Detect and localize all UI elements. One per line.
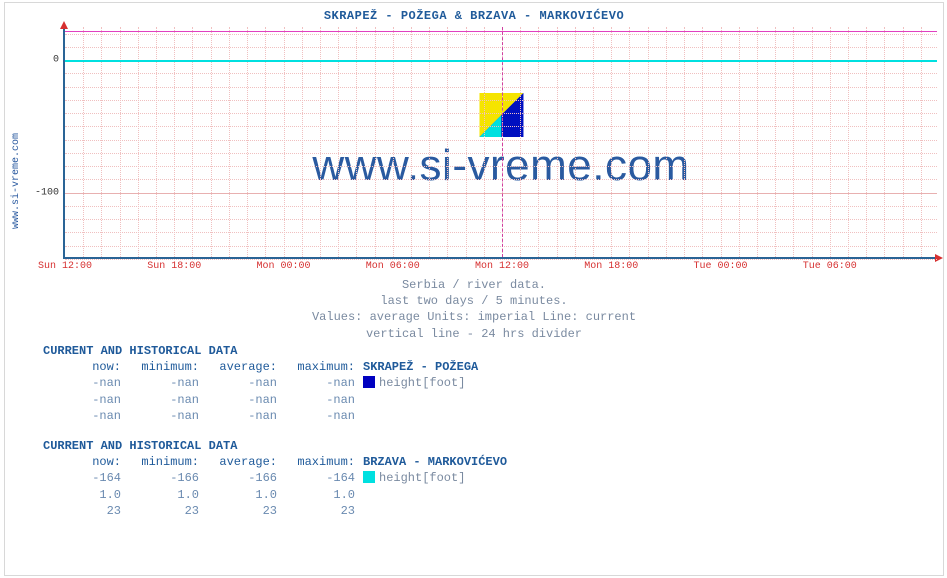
table-col-minimum: minimum: bbox=[121, 454, 199, 470]
y-tick-label: 0 bbox=[53, 55, 59, 66]
table-col-now: now: bbox=[43, 454, 121, 470]
data-tables: CURRENT AND HISTORICAL DATAnow:minimum:a… bbox=[43, 343, 507, 533]
table-cell: -166 bbox=[199, 470, 277, 486]
plot-area: www.si-vreme.com 0-100Sun 12:00Sun 18:00… bbox=[63, 27, 937, 259]
table-cell: -nan bbox=[277, 408, 355, 424]
table-cell: -164 bbox=[277, 470, 355, 486]
chart-caption: Serbia / river data. last two days / 5 m… bbox=[5, 277, 943, 342]
table-cell: -nan bbox=[121, 375, 199, 391]
station-name: BRZAVA - MARKOVIĆEVO bbox=[363, 454, 507, 470]
x-tick-label: Tue 00:00 bbox=[693, 261, 747, 272]
table-cell: 23 bbox=[121, 503, 199, 519]
table-cell: -nan bbox=[199, 392, 277, 408]
table-cell: 23 bbox=[199, 503, 277, 519]
station-name: SKRAPEŽ - POŽEGA bbox=[363, 359, 478, 375]
table-cell: -nan bbox=[43, 375, 121, 391]
grid-h bbox=[65, 73, 937, 74]
table-group: CURRENT AND HISTORICAL DATAnow:minimum:a… bbox=[43, 438, 507, 519]
table-col-average: average: bbox=[199, 454, 277, 470]
x-tick-label: Sun 18:00 bbox=[147, 261, 201, 272]
table-col-maximum: maximum: bbox=[277, 359, 355, 375]
y-tick-label: -100 bbox=[35, 187, 59, 198]
table-cell: -nan bbox=[277, 375, 355, 391]
table-cell: -nan bbox=[199, 408, 277, 424]
table-cell: -nan bbox=[43, 408, 121, 424]
grid-h bbox=[65, 219, 937, 220]
table-cell: 1.0 bbox=[277, 487, 355, 503]
grid-h bbox=[65, 126, 937, 127]
x-tick-label: Sun 12:00 bbox=[38, 261, 92, 272]
caption-line-2: last two days / 5 minutes. bbox=[5, 293, 943, 309]
legend-swatch-icon bbox=[363, 376, 375, 388]
table-col-minimum: minimum: bbox=[121, 359, 199, 375]
figure-frame: www.si-vreme.com SKRAPEŽ - POŽEGA & BRZA… bbox=[4, 2, 944, 576]
grid-h bbox=[65, 206, 937, 207]
table-row: -nan-nan-nan-nan bbox=[43, 392, 507, 408]
caption-line-1: Serbia / river data. bbox=[5, 277, 943, 293]
grid-h bbox=[65, 140, 937, 141]
table-header: now:minimum:average:maximum: SKRAPEŽ - PO… bbox=[43, 359, 507, 375]
grid-h bbox=[65, 34, 937, 35]
grid-h bbox=[65, 246, 937, 247]
table-row: 23232323 bbox=[43, 503, 507, 519]
caption-line-4: vertical line - 24 hrs divider bbox=[5, 326, 943, 342]
table-row: -164-166-166-164height[foot] bbox=[43, 470, 507, 486]
table-cell: -nan bbox=[43, 392, 121, 408]
side-site-label: www.si-vreme.com bbox=[11, 133, 22, 229]
grid-h bbox=[65, 87, 937, 88]
grid-h bbox=[65, 153, 937, 154]
table-col-now: now: bbox=[43, 359, 121, 375]
table-cell: -nan bbox=[277, 392, 355, 408]
x-axis-arrow-icon bbox=[935, 254, 943, 262]
ref-line bbox=[65, 31, 937, 32]
table-group: CURRENT AND HISTORICAL DATAnow:minimum:a… bbox=[43, 343, 507, 424]
grid-h bbox=[65, 232, 937, 233]
grid-h bbox=[65, 259, 937, 260]
table-col-maximum: maximum: bbox=[277, 454, 355, 470]
table-cell: 1.0 bbox=[43, 487, 121, 503]
table-cell: -nan bbox=[199, 375, 277, 391]
table-header: now:minimum:average:maximum: BRZAVA - MAR… bbox=[43, 454, 507, 470]
table-row: -nan-nan-nan-nanheight[foot] bbox=[43, 375, 507, 391]
legend-label: height[foot] bbox=[379, 375, 465, 391]
legend-swatch-icon bbox=[363, 471, 375, 483]
grid-h bbox=[65, 166, 937, 167]
legend-label: height[foot] bbox=[379, 470, 465, 486]
chart-title: SKRAPEŽ - POŽEGA & BRZAVA - MARKOVIĆEVO bbox=[5, 9, 943, 23]
table-cell: 23 bbox=[43, 503, 121, 519]
x-tick-label: Mon 18:00 bbox=[584, 261, 638, 272]
x-tick-label: Mon 06:00 bbox=[366, 261, 420, 272]
grid-h bbox=[65, 179, 937, 180]
caption-line-3: Values: average Units: imperial Line: cu… bbox=[5, 309, 943, 325]
y-axis-arrow-icon bbox=[60, 21, 68, 29]
table-row: -nan-nan-nan-nan bbox=[43, 408, 507, 424]
table-cell: 1.0 bbox=[199, 487, 277, 503]
table-col-average: average: bbox=[199, 359, 277, 375]
table-cell: -nan bbox=[121, 392, 199, 408]
table-cell: -nan bbox=[121, 408, 199, 424]
table-title: CURRENT AND HISTORICAL DATA bbox=[43, 438, 507, 454]
series-line bbox=[65, 60, 937, 62]
table-cell: 23 bbox=[277, 503, 355, 519]
x-tick-label: Mon 12:00 bbox=[475, 261, 529, 272]
grid-h-major bbox=[65, 193, 937, 194]
grid-h bbox=[65, 47, 937, 48]
table-title: CURRENT AND HISTORICAL DATA bbox=[43, 343, 507, 359]
table-row: 1.01.01.01.0 bbox=[43, 487, 507, 503]
table-cell: 1.0 bbox=[121, 487, 199, 503]
table-cell: -164 bbox=[43, 470, 121, 486]
grid-h bbox=[65, 113, 937, 114]
grid-h bbox=[65, 100, 937, 101]
x-tick-label: Tue 06:00 bbox=[803, 261, 857, 272]
watermark: www.si-vreme.com bbox=[312, 93, 689, 191]
table-cell: -166 bbox=[121, 470, 199, 486]
x-tick-label: Mon 00:00 bbox=[256, 261, 310, 272]
